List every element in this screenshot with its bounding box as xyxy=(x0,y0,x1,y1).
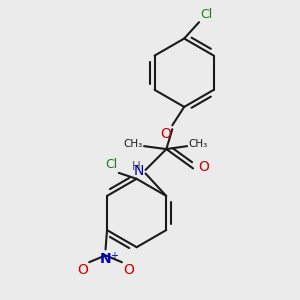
Text: Cl: Cl xyxy=(200,8,213,21)
Text: CH₃: CH₃ xyxy=(189,139,208,149)
Text: O: O xyxy=(160,127,171,141)
Text: O: O xyxy=(123,263,134,277)
Text: H: H xyxy=(131,160,140,173)
Text: CH₃: CH₃ xyxy=(123,139,142,149)
Text: O: O xyxy=(198,160,209,174)
Text: O: O xyxy=(77,263,88,277)
Text: +: + xyxy=(110,251,118,261)
Text: Cl: Cl xyxy=(105,158,117,171)
Text: N: N xyxy=(134,164,144,178)
Text: ⁻: ⁻ xyxy=(126,262,132,272)
Text: N: N xyxy=(100,252,111,266)
